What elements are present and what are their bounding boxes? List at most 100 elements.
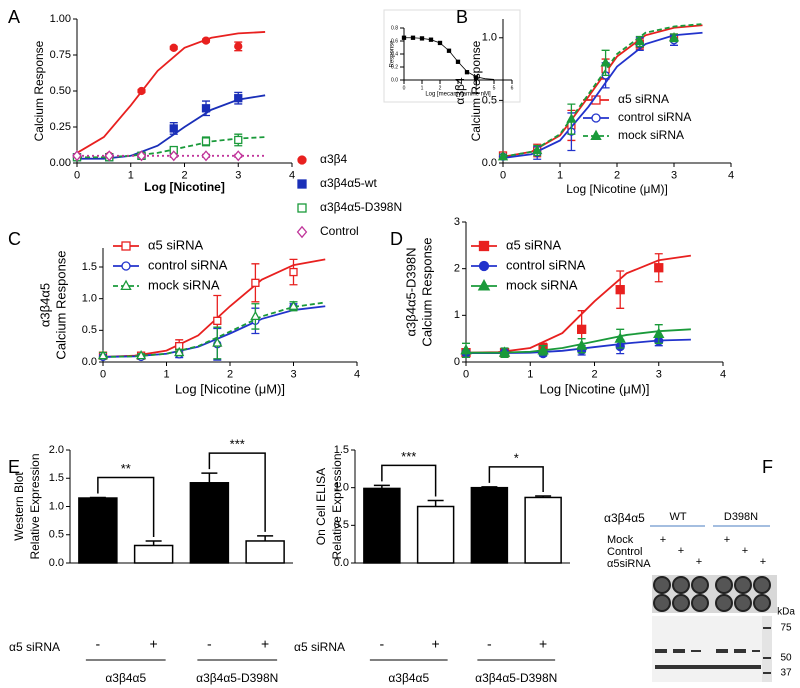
data-point bbox=[135, 349, 147, 360]
y-axis-label: α3β4 bbox=[453, 77, 467, 105]
x-tick-label: 3 bbox=[235, 170, 241, 182]
y-tick-label: 2 bbox=[454, 263, 460, 275]
legend-marker bbox=[477, 279, 491, 291]
fit-curve bbox=[102, 305, 326, 358]
y-tick-label: 1.0 bbox=[482, 32, 497, 44]
data-point bbox=[498, 346, 511, 357]
legend-label: α5 siRNA bbox=[506, 237, 562, 252]
condition-mark: + bbox=[696, 556, 702, 568]
x-tick-label: 0 bbox=[403, 85, 406, 91]
group-label: α3β4α5 bbox=[388, 671, 429, 685]
x-tick-label: 1 bbox=[557, 170, 563, 182]
condition-mark: + bbox=[760, 556, 766, 568]
x-tick-label: 4 bbox=[728, 170, 734, 182]
row-label: α5 siRNA bbox=[9, 640, 60, 654]
ladder-label: 50 bbox=[780, 653, 792, 664]
legend-label: α5 siRNA bbox=[148, 237, 204, 252]
error-bar bbox=[201, 472, 218, 483]
data-point bbox=[97, 349, 109, 360]
condition-label: Mock bbox=[607, 534, 634, 546]
data-point bbox=[137, 86, 146, 96]
construct-label: α3β4α5 bbox=[604, 511, 645, 525]
data-point bbox=[201, 104, 211, 113]
x-tick-label: 3 bbox=[656, 369, 662, 381]
x-tick-label: 4 bbox=[289, 170, 295, 182]
x-tick-label: 2 bbox=[614, 170, 620, 182]
ladder-label: 75 bbox=[780, 623, 792, 634]
x-tick-label: 0 bbox=[100, 369, 106, 381]
condition-mark: + bbox=[660, 534, 666, 546]
data-point bbox=[213, 316, 222, 325]
data-point bbox=[234, 94, 243, 103]
error-bar bbox=[427, 499, 444, 507]
dot-wells bbox=[653, 576, 771, 612]
data-point bbox=[654, 263, 664, 273]
data-point bbox=[464, 70, 470, 75]
y-tick-label: 0 bbox=[454, 356, 460, 368]
x-tick-label: 3 bbox=[671, 170, 677, 182]
data-point bbox=[212, 337, 223, 347]
y-tick-label: 0.4 bbox=[391, 51, 398, 57]
x-axis-label: Log [mecamylamine nM] bbox=[425, 92, 491, 98]
x-axis-label: Log [Nicotine (μM)] bbox=[566, 182, 668, 196]
data-point bbox=[668, 32, 680, 42]
data-point bbox=[201, 150, 211, 162]
y-tick-label: 0.5 bbox=[482, 94, 497, 106]
y-axis-label: Relative Expression bbox=[330, 453, 344, 559]
legend-marker bbox=[590, 129, 602, 141]
data-point bbox=[169, 124, 178, 133]
y-axis-label: Calcium Response bbox=[53, 250, 68, 359]
panel-letter: C bbox=[8, 229, 21, 249]
x-tick-label: 0 bbox=[74, 170, 80, 182]
condition-mark: + bbox=[742, 545, 748, 557]
data-point bbox=[201, 137, 211, 146]
legend-label: mock siRNA bbox=[506, 277, 578, 292]
x-tick-label: 4 bbox=[354, 369, 360, 381]
data-point bbox=[575, 339, 588, 350]
legend-marker bbox=[297, 179, 307, 189]
fit-curve bbox=[102, 301, 326, 358]
y-tick-label: 1 bbox=[454, 309, 460, 321]
y-tick-label: 0.5 bbox=[49, 529, 64, 541]
data-point bbox=[428, 37, 434, 42]
y-axis-label: α3β4α5-D398N bbox=[403, 248, 418, 337]
legend-label: α3β4 bbox=[320, 152, 348, 166]
y-tick-label: 1.5 bbox=[334, 444, 349, 456]
x-tick-label: 5 bbox=[493, 85, 496, 91]
y-tick-label: 0.0 bbox=[334, 557, 349, 569]
lane-label: WT bbox=[669, 511, 686, 523]
y-tick-label: 1.00 bbox=[50, 13, 71, 25]
significance-bracket bbox=[97, 476, 155, 537]
legend-marker bbox=[121, 241, 131, 251]
y-tick-label: 1.0 bbox=[334, 482, 349, 494]
gel-bands bbox=[655, 627, 771, 674]
x-tick-label: 1 bbox=[527, 369, 533, 381]
data-point bbox=[234, 42, 243, 51]
data-point bbox=[532, 144, 543, 155]
data-point bbox=[288, 300, 299, 310]
bar bbox=[133, 544, 174, 564]
y-tick-label: 3 bbox=[454, 216, 460, 228]
data-point bbox=[460, 343, 472, 355]
condition-label: α5siRNA bbox=[607, 558, 651, 570]
data-point bbox=[497, 151, 509, 161]
x-tick-label: + bbox=[539, 636, 547, 652]
x-tick-label: - bbox=[487, 636, 492, 652]
data-point bbox=[653, 327, 665, 339]
bar bbox=[470, 486, 509, 564]
legend-marker bbox=[297, 155, 307, 165]
data-point bbox=[473, 75, 479, 80]
x-tick-label: 3 bbox=[457, 85, 460, 91]
data-point bbox=[455, 59, 461, 64]
x-tick-label: 4 bbox=[475, 85, 478, 91]
legend-marker bbox=[296, 225, 308, 239]
y-axis-label: Western Blot bbox=[12, 472, 26, 541]
legend-label: mock siRNA bbox=[148, 277, 220, 292]
legend-marker bbox=[120, 279, 132, 291]
panel-letter: D bbox=[390, 229, 403, 249]
data-point bbox=[600, 57, 611, 67]
significance-bracket bbox=[488, 466, 544, 492]
x-tick-label: + bbox=[150, 636, 158, 652]
condition-mark: + bbox=[724, 534, 730, 546]
